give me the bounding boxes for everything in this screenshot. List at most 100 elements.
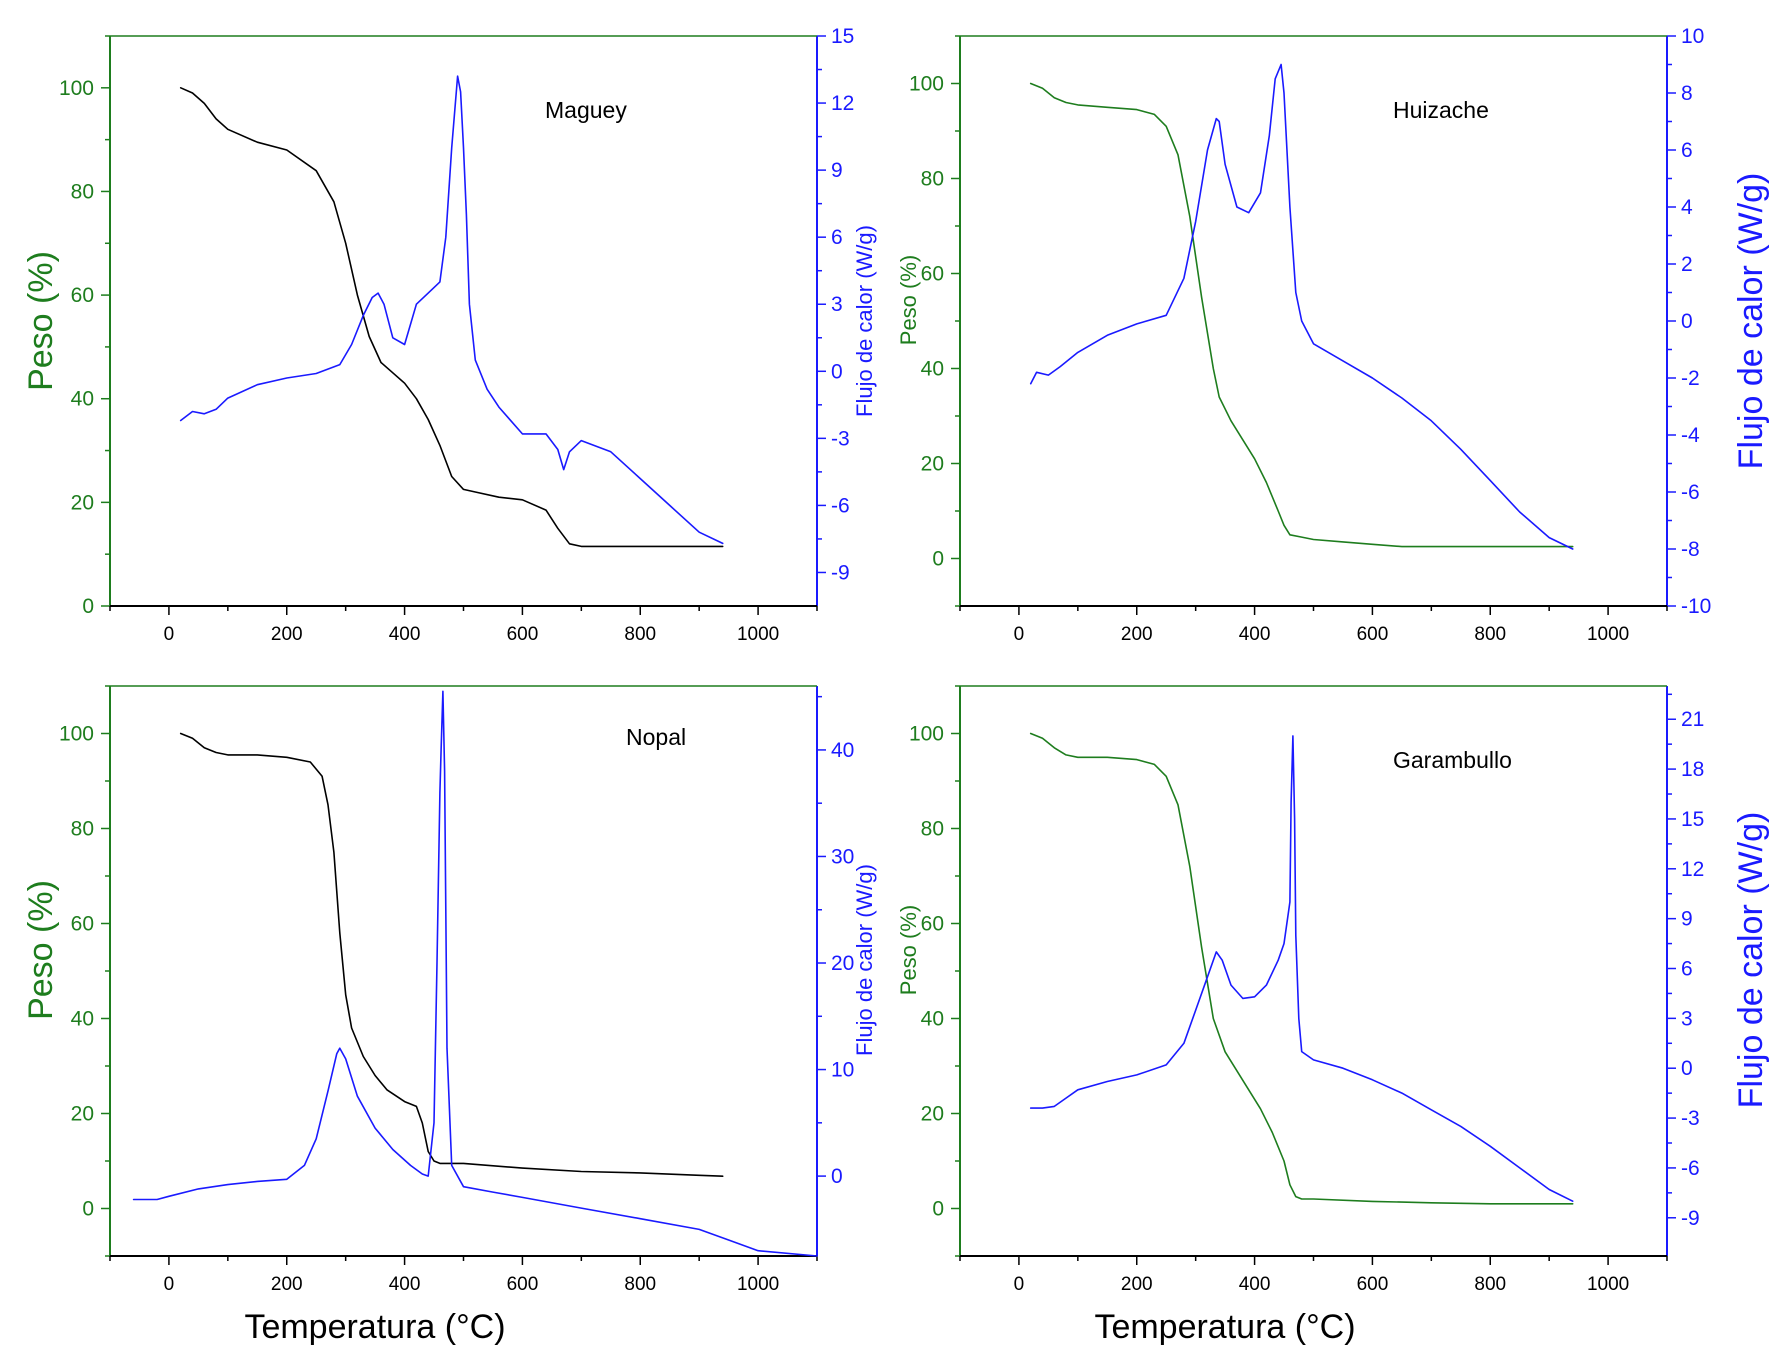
y-right-tick-label: 8	[1681, 82, 1693, 105]
left-ticks: 0 20 40 60 80 100	[909, 35, 960, 607]
x-tick-label: 800	[1474, 624, 1506, 645]
y-left-tick-label: 0	[82, 595, 94, 618]
panel-maguey: 0 20 40 60 80 100 -9 -6 -3 0 3 6 9 12 15 0 200 400 600 80…	[22, 25, 877, 645]
y-right-tick-label: 21	[1681, 708, 1704, 731]
left-ticks: 0 20 40 60 80 100	[909, 685, 960, 1257]
y-right-tick-label: 9	[831, 159, 843, 182]
y-right-tick-label: -4	[1681, 424, 1700, 447]
plot-frame	[960, 686, 1667, 1256]
y-right-tick-label: 6	[1681, 958, 1693, 981]
plot-frame	[960, 36, 1667, 606]
y-right-tick-label: 10	[831, 1059, 854, 1082]
x-tick-label: 0	[164, 1274, 175, 1295]
y-right-tick-label: 12	[831, 92, 854, 115]
y-right-tick-label: 0	[831, 1165, 843, 1188]
y-right-tick-label: 3	[1681, 1007, 1693, 1030]
x-label: Temperatura (°C)	[244, 1308, 505, 1346]
y-right-tick-label: 9	[1681, 908, 1693, 931]
heat-flow-curve	[1029, 735, 1574, 1202]
y-left-tick-label: 40	[921, 1008, 944, 1031]
y-label-left: Peso (%)	[22, 880, 60, 1020]
y-left-tick-label: 100	[909, 723, 944, 746]
panel-nopal: 0 20 40 60 80 100 0 10 20 30 40 0 200 400 600 800 1000…	[22, 685, 877, 1346]
right-ticks: 0 10 20 30 40	[817, 695, 854, 1188]
y-right-tick-label: -8	[1681, 538, 1700, 561]
panel-title: Nopal	[626, 724, 686, 750]
y-left-tick-label: 60	[921, 263, 944, 286]
y-left-tick-label: 40	[71, 388, 94, 411]
right-ticks: -9 -6 -3 0 3 6 9 12 15 18 21	[1667, 693, 1704, 1230]
y-label-left: Peso (%)	[22, 251, 60, 391]
x-tick-label: 0	[1014, 1274, 1025, 1295]
y-right-tick-label: -6	[831, 494, 850, 517]
y-right-tick-label: 0	[1681, 1057, 1693, 1080]
y-right-tick-label: -3	[1681, 1107, 1700, 1130]
y-right-tick-label: 2	[1681, 253, 1693, 276]
curves	[179, 75, 724, 548]
weight-curve	[1029, 732, 1574, 1205]
x-tick-label: 200	[271, 1274, 303, 1295]
y-right-tick-label: 6	[831, 226, 843, 249]
y-left-tick-label: 80	[921, 168, 944, 191]
y-left-tick-label: 40	[921, 358, 944, 381]
x-tick-label: 1000	[1587, 1274, 1629, 1295]
y-right-tick-label: 3	[831, 293, 843, 316]
curves	[1029, 63, 1574, 550]
x-tick-label: 1000	[737, 1274, 779, 1295]
x-ticks: 0 200 400 600 800 1000	[109, 606, 818, 645]
x-tick-label: 0	[164, 624, 175, 645]
x-ticks: 0 200 400 600 800 1000	[959, 606, 1668, 645]
y-label-left: Peso (%)	[896, 255, 921, 345]
heat-flow-curve	[132, 690, 818, 1257]
y-left-tick-label: 60	[921, 913, 944, 936]
weight-curve	[179, 732, 724, 1177]
y-right-tick-label: 0	[1681, 310, 1693, 333]
y-label-right: Flujo de calor (W/g)	[852, 864, 877, 1056]
y-right-tick-label: 6	[1681, 139, 1693, 162]
y-right-tick-label: -6	[1681, 1157, 1700, 1180]
x-tick-label: 400	[389, 1274, 421, 1295]
y-right-tick-label: -2	[1681, 367, 1700, 390]
plot-frame	[110, 686, 817, 1256]
x-tick-label: 0	[1014, 624, 1025, 645]
y-label-right: Flujo de calor (W/g)	[1732, 173, 1770, 470]
weight-curve	[1029, 82, 1574, 548]
panel-huizache: 0 20 40 60 80 100 -10 -8 -6 -4 -2 0 2 4 6 8 10 0 200 400 6…	[896, 25, 1770, 645]
y-label-right: Flujo de calor (W/g)	[852, 225, 877, 417]
y-left-tick-label: 20	[921, 453, 944, 476]
y-left-tick-label: 20	[921, 1103, 944, 1126]
y-left-tick-label: 20	[71, 491, 94, 514]
x-tick-label: 800	[624, 1274, 656, 1295]
x-label: Temperatura (°C)	[1094, 1308, 1355, 1346]
y-left-tick-label: 40	[71, 1008, 94, 1031]
left-ticks: 0 20 40 60 80 100	[59, 685, 110, 1257]
y-left-tick-label: 100	[59, 723, 94, 746]
x-tick-label: 600	[507, 1274, 539, 1295]
left-ticks: 0 20 40 60 80 100	[59, 35, 110, 618]
y-left-tick-label: 80	[71, 818, 94, 841]
x-tick-label: 800	[1474, 1274, 1506, 1295]
panel-title: Garambullo	[1393, 747, 1512, 773]
panel-garambullo: 0 20 40 60 80 100 -9 -6 -3 0 3 6 9 12 15 18 21 0 200 400 6…	[896, 685, 1770, 1346]
y-right-tick-label: -10	[1681, 595, 1711, 618]
y-left-tick-label: 60	[71, 913, 94, 936]
x-tick-label: 200	[1121, 1274, 1153, 1295]
y-right-tick-label: -3	[831, 427, 850, 450]
x-tick-label: 600	[507, 624, 539, 645]
x-tick-label: 600	[1357, 624, 1389, 645]
y-left-tick-label: 100	[59, 77, 94, 100]
y-label-left: Peso (%)	[896, 905, 921, 995]
panel-title: Maguey	[545, 97, 627, 123]
y-left-tick-label: 80	[921, 818, 944, 841]
x-tick-label: 400	[1239, 1274, 1271, 1295]
curves	[1029, 732, 1574, 1205]
heat-flow-curve	[1029, 63, 1574, 550]
x-ticks: 0 200 400 600 800 1000	[959, 1256, 1668, 1295]
y-right-tick-label: 20	[831, 952, 854, 975]
right-ticks: -10 -8 -6 -4 -2 0 2 4 6 8 10	[1667, 25, 1711, 618]
x-tick-label: 400	[1239, 624, 1271, 645]
y-right-tick-label: 30	[831, 845, 854, 868]
y-left-tick-label: 20	[71, 1103, 94, 1126]
x-tick-label: 200	[271, 624, 303, 645]
